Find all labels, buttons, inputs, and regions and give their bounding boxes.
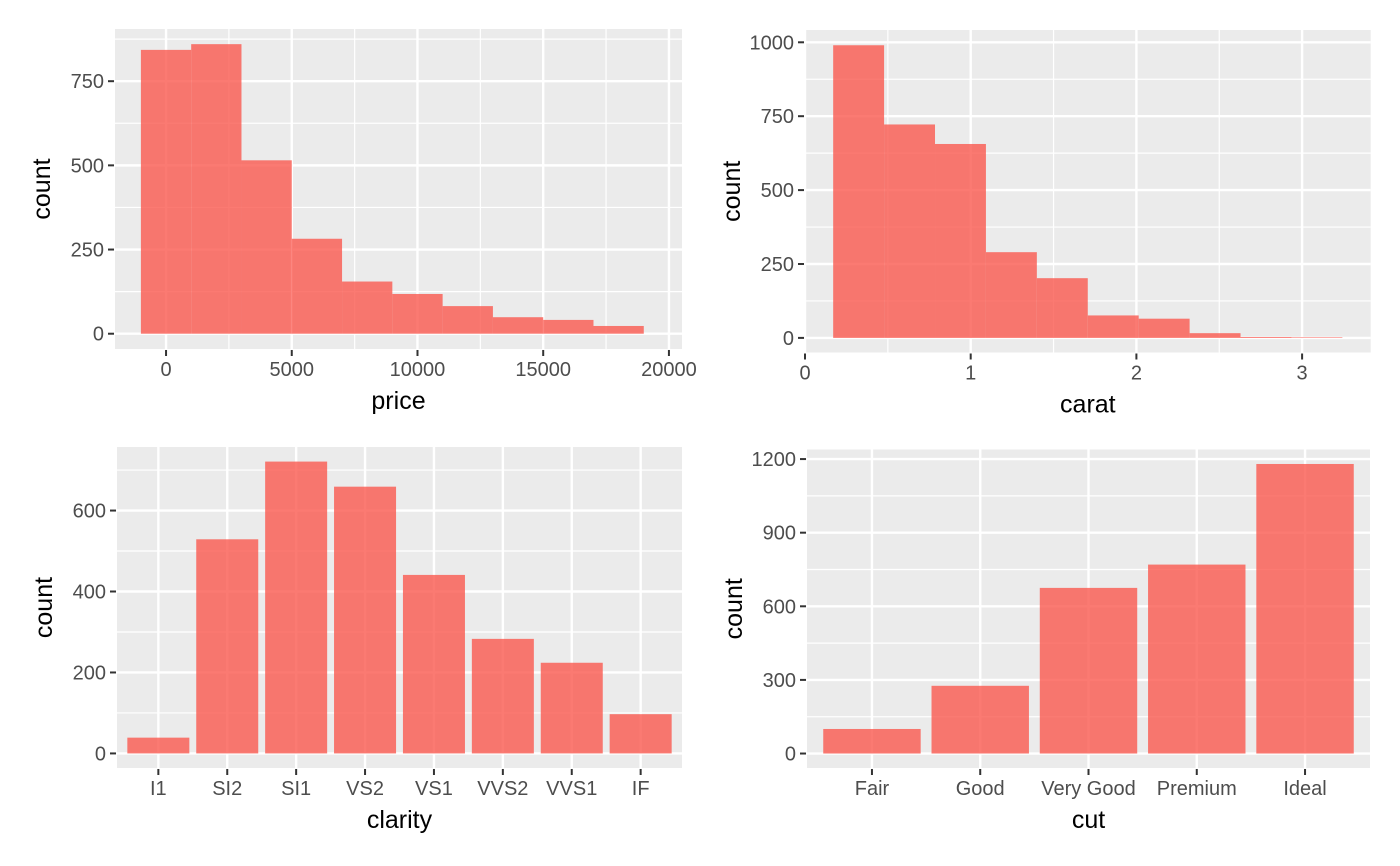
bar-ideal: [1256, 463, 1354, 754]
bar-premium: [1148, 564, 1246, 754]
x-tick-label: 3: [1297, 363, 1308, 385]
bar-if: [609, 714, 672, 754]
histogram-bin: [593, 325, 644, 334]
x-axis-title-price: price: [371, 387, 425, 415]
x-tick-label: Ideal: [1283, 778, 1326, 800]
x-tick-label: Premium: [1157, 778, 1237, 800]
bar-vvs1: [540, 662, 603, 754]
x-tick-label: 0: [160, 359, 171, 381]
y-tick-label: 0: [783, 328, 794, 350]
price-histogram-panel: 0 5000 10000 15000 20000 0 250 500 750: [71, 29, 697, 381]
histogram-bin: [291, 238, 343, 334]
x-tick-label: Good: [956, 778, 1005, 800]
histogram-bin: [833, 45, 885, 338]
carat-histogram-panel: 0 1 2 3 0 250 500 750 1000: [750, 30, 1371, 385]
y-tick-label: 400: [73, 582, 106, 604]
y-tick-label: 300: [763, 670, 796, 692]
x-axis-title-cut: cut: [1072, 806, 1105, 834]
cut-bar-panel: Fair Good Very Good Premium Ideal 0 300 600 900 1…: [752, 449, 1370, 800]
x-tick-label: IF: [632, 778, 650, 800]
histogram-bin: [1291, 337, 1343, 338]
bar-very-good: [1039, 587, 1138, 754]
x-tick-label: 0: [799, 363, 810, 385]
y-axis-title-count-topright: count: [718, 161, 746, 222]
histogram-bin: [884, 124, 936, 338]
y-tick-label: 750: [761, 106, 794, 128]
histogram-bin: [241, 160, 292, 334]
y-tick-label: 500: [71, 155, 104, 177]
bar-vs2: [334, 486, 397, 754]
y-tick-label: 1000: [750, 32, 795, 54]
bar-si1: [265, 461, 328, 754]
bar-fair: [823, 728, 921, 754]
x-axis-title-clarity: clarity: [367, 806, 433, 834]
y-tick-label: 900: [763, 523, 796, 545]
histogram-bin: [191, 44, 242, 334]
histogram-bin: [140, 49, 192, 334]
x-tick-label: VVS2: [477, 778, 528, 800]
y-tick-label: 500: [761, 180, 794, 202]
histogram-bin: [492, 317, 544, 334]
histogram-bin: [935, 143, 986, 338]
histogram-bin: [1189, 333, 1241, 338]
x-tick-label: 20000: [641, 359, 697, 381]
y-tick-label: 600: [73, 501, 106, 523]
histogram-bin: [985, 252, 1037, 338]
histogram-bin: [392, 293, 443, 334]
y-axis-title-count-topleft: count: [28, 158, 56, 219]
y-axis-title-count-bottomright: count: [720, 578, 748, 639]
histogram-bin: [442, 306, 493, 334]
y-tick-label: 0: [785, 744, 796, 766]
x-tick-label: 1: [965, 363, 976, 385]
y-tick-label: 0: [93, 324, 104, 346]
x-tick-label: VS1: [415, 778, 453, 800]
y-axis-title-count-bottomleft: count: [30, 577, 58, 638]
y-tick-label: 750: [71, 71, 104, 93]
y-tick-label: 0: [95, 743, 106, 765]
x-tick-label: VS2: [346, 778, 384, 800]
y-tick-label: 600: [763, 596, 796, 618]
histogram-bin: [1138, 318, 1190, 338]
histogram-bin: [342, 281, 393, 334]
histogram-bin: [1087, 315, 1139, 338]
x-tick-label: 15000: [515, 359, 571, 381]
bar-i1: [127, 737, 190, 754]
bar-vvs2: [471, 638, 534, 754]
x-tick-label: SI1: [281, 778, 311, 800]
bar-vs1: [402, 574, 465, 754]
y-tick-label: 200: [73, 662, 106, 684]
histogram-bin: [1240, 337, 1292, 338]
x-tick-label: 5000: [270, 359, 315, 381]
y-tick-label: 250: [761, 254, 794, 276]
clarity-bar-panel: I1 SI2 SI1 VS2 VS1 VVS2 VVS1 IF 0 200 400 600: [73, 447, 682, 800]
y-tick-label: 250: [71, 240, 104, 262]
x-tick-label: 2: [1131, 363, 1142, 385]
histogram-bin: [1036, 278, 1088, 338]
x-axis-title-carat: carat: [1060, 391, 1116, 419]
x-tick-label: I1: [150, 778, 167, 800]
x-tick-label: Fair: [855, 778, 890, 800]
x-tick-label: SI2: [212, 778, 242, 800]
histogram-bin: [543, 319, 594, 334]
x-tick-label: 10000: [390, 359, 446, 381]
x-tick-label: Very Good: [1041, 778, 1136, 800]
y-tick-label: 1200: [752, 449, 797, 471]
bar-good: [931, 685, 1029, 754]
x-tick-label: VVS1: [546, 778, 597, 800]
bar-si2: [196, 539, 259, 754]
